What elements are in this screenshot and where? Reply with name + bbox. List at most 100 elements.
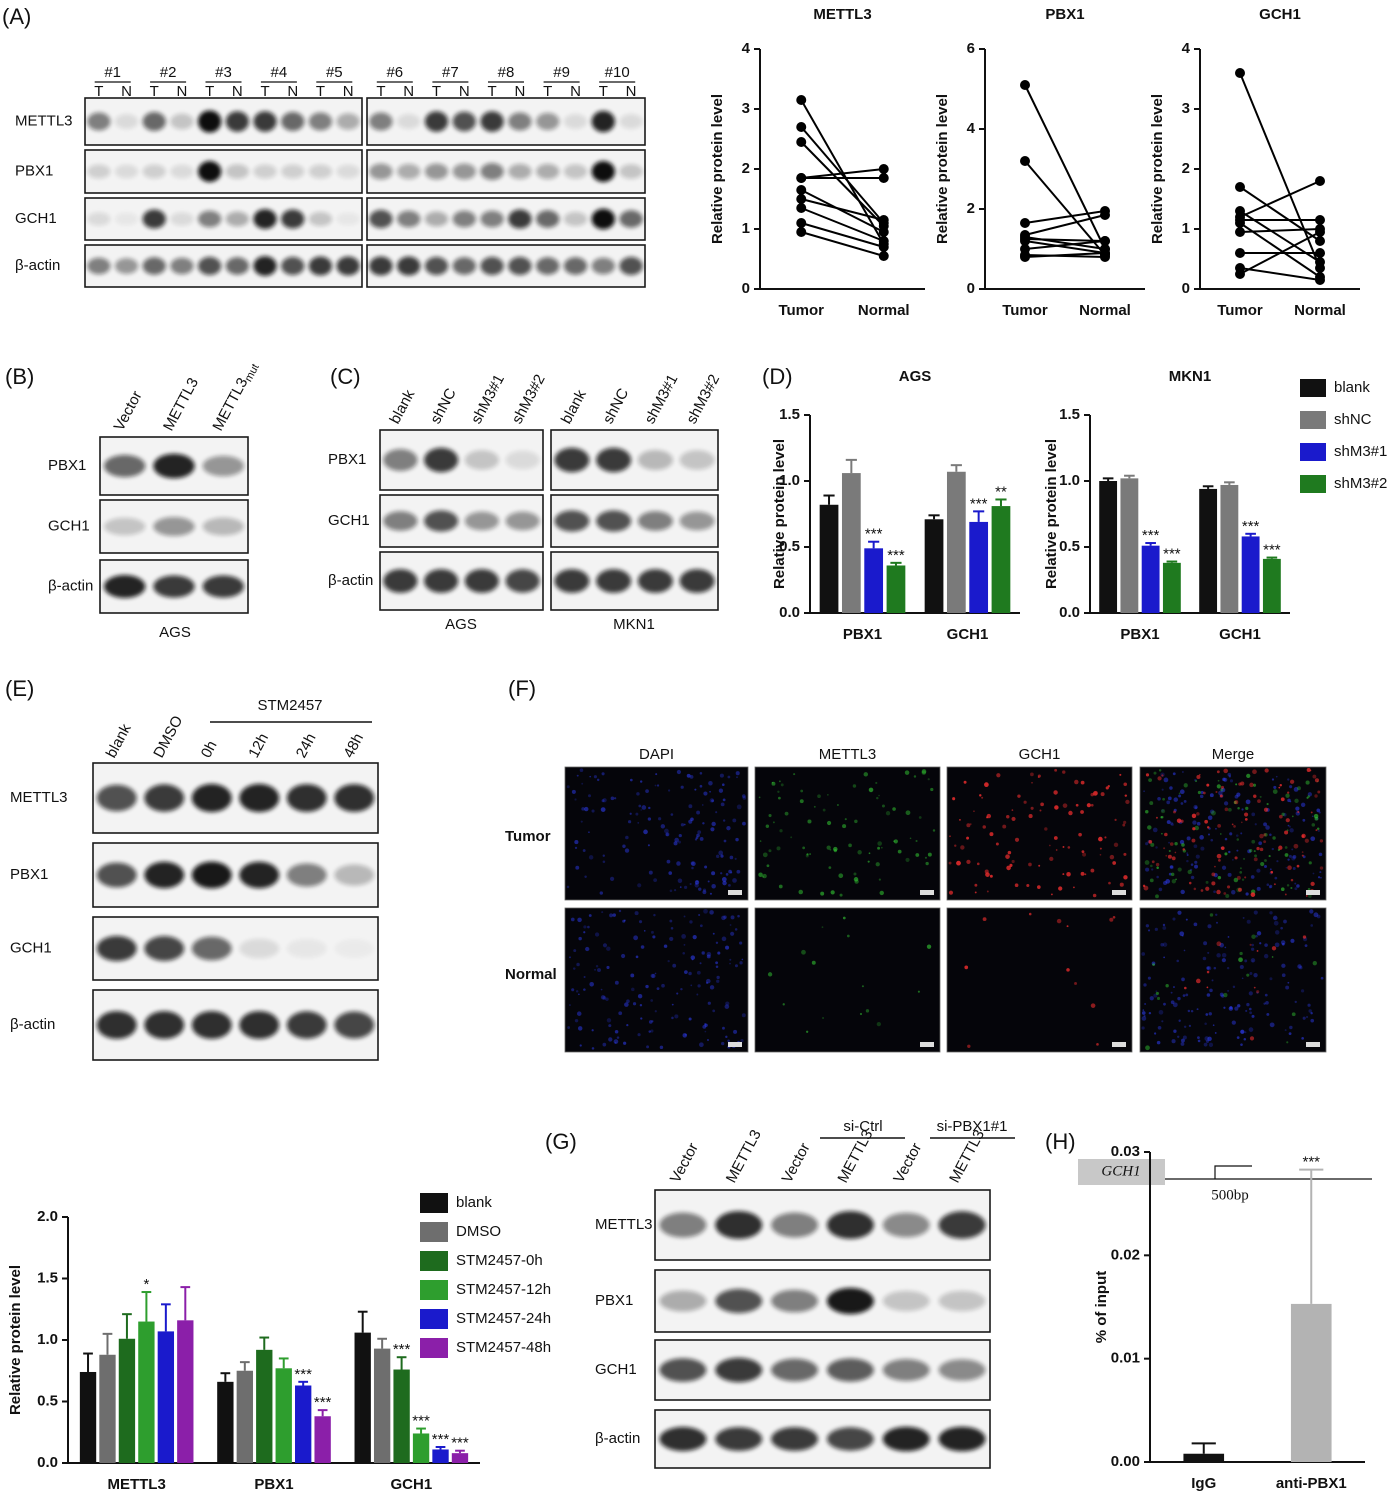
- fluorescence-signal: [1213, 966, 1217, 970]
- y-tick-label: 4: [742, 40, 751, 57]
- fluorescence-signal: [1082, 852, 1087, 857]
- lane-label: T: [432, 83, 441, 100]
- fluorescence-signal: [669, 919, 673, 923]
- blot-band: [938, 1359, 986, 1381]
- fluorescence-signal: [863, 772, 869, 777]
- blot-band: [554, 447, 590, 473]
- fluorescence-signal: [631, 987, 635, 992]
- blot-band: [87, 112, 111, 131]
- fluorescence-signal: [573, 949, 577, 953]
- fluorescence-signal: [829, 848, 832, 851]
- fluorescence-signal: [1249, 782, 1254, 788]
- fluorescence-signal: [1162, 797, 1165, 801]
- fluorescence-signal: [1264, 943, 1268, 947]
- fluorescence-signal: [580, 820, 583, 823]
- blot-band: [563, 164, 588, 179]
- sample-label: #8: [498, 64, 515, 81]
- fluorescence-signal: [1221, 994, 1225, 998]
- fluorescence-signal: [1054, 768, 1058, 772]
- fluorescence-signal: [1062, 873, 1065, 876]
- fluorescence-signal: [582, 849, 586, 852]
- fluorescence-signal: [699, 924, 703, 928]
- fluorescence-signal: [1196, 812, 1200, 816]
- fluorescence-signal: [1168, 841, 1171, 844]
- blot-band: [938, 1211, 986, 1239]
- fluorescence-signal: [1142, 1009, 1145, 1012]
- primer-mark: [1214, 1165, 1252, 1179]
- fluorescence-signal: [1294, 882, 1297, 885]
- fluorescence-signal: [616, 1036, 620, 1039]
- fluorescence-signal: [730, 931, 735, 936]
- bar: [354, 1332, 371, 1463]
- significance-label: ***: [393, 1341, 411, 1358]
- fluorescence-signal: [1249, 1036, 1255, 1041]
- fluorescence-signal: [694, 883, 699, 888]
- fluorescence-signal: [857, 850, 862, 855]
- fluorescence-signal: [1011, 816, 1016, 822]
- fluorescence-signal: [614, 1030, 619, 1034]
- y-tick-label: 1.0: [37, 1331, 58, 1348]
- blot-band: [383, 449, 418, 471]
- blot-band: [96, 862, 137, 888]
- fluorescence-signal: [1245, 1009, 1248, 1013]
- fluorescence-signal: [1176, 818, 1182, 823]
- blot-band: [170, 164, 194, 179]
- fluorescence-signal: [839, 893, 843, 897]
- fluorescence-signal: [1153, 771, 1157, 775]
- blot-band: [619, 164, 643, 179]
- significance-label: ***: [314, 1394, 332, 1411]
- blot-band: [563, 114, 588, 129]
- fluorescence-signal: [892, 807, 896, 811]
- fluorescence-signal: [1264, 859, 1267, 862]
- panel-label: (B): [5, 364, 34, 389]
- fluorescence-signal: [1280, 926, 1283, 930]
- fluorescence-signal: [1241, 977, 1244, 980]
- fluorescence-signal: [1259, 942, 1262, 945]
- x-tick-label: Normal: [1079, 302, 1131, 319]
- fluorescence-signal: [1099, 853, 1102, 856]
- fluorescence-signal: [1280, 797, 1285, 802]
- fluorescence-signal: [602, 798, 607, 803]
- fluorescence-signal: [1173, 797, 1179, 802]
- fluorescence-signal: [1224, 852, 1228, 856]
- fluorescence-signal: [1100, 792, 1105, 797]
- fluorescence-signal: [1278, 814, 1283, 819]
- fluorescence-signal: [720, 872, 723, 875]
- blot-band: [114, 258, 139, 274]
- fluorescence-signal: [1075, 803, 1079, 807]
- fluorescence-signal: [1237, 887, 1242, 892]
- fluorescence-signal: [1271, 778, 1275, 781]
- x-tick-label: PBX1: [254, 1476, 293, 1493]
- blot-band: [826, 1427, 874, 1451]
- fluorescence-signal: [1009, 863, 1013, 867]
- fluorescence-signal: [1252, 960, 1254, 962]
- error-bar: [1166, 560, 1178, 563]
- fluorescence-signal: [1166, 800, 1171, 805]
- fluorescence-signal: [1183, 799, 1187, 803]
- fluorescence-signal: [1169, 786, 1173, 790]
- blot-band: [281, 164, 305, 179]
- lane-label: N: [459, 83, 470, 100]
- y-tick-label: 3: [742, 100, 750, 117]
- fluorescence-signal: [1149, 996, 1154, 1001]
- bar: [79, 1371, 97, 1463]
- bar: [99, 1354, 116, 1463]
- blot-band: [715, 1427, 763, 1451]
- fluorescence-signal: [868, 787, 874, 793]
- blot-row-label: β-actin: [48, 577, 93, 594]
- blot-band: [253, 164, 277, 179]
- fluorescence-signal: [1311, 823, 1316, 827]
- paired-line: [800, 207, 885, 242]
- fluorescence-signal: [602, 860, 606, 864]
- fluorescence-signal: [1204, 1036, 1209, 1041]
- fluorescence-signal: [811, 960, 816, 965]
- fluorescence-signal: [1205, 880, 1209, 884]
- blot-band: [591, 161, 615, 182]
- fluorescence-signal: [742, 821, 746, 826]
- fluorescence-signal: [982, 825, 986, 829]
- fluorescence-signal: [648, 1030, 651, 1033]
- fluorescence-signal: [703, 791, 708, 796]
- fluorescence-signal: [645, 984, 649, 989]
- fluorescence-signal: [1288, 854, 1292, 858]
- fluorescence-signal: [1202, 791, 1206, 795]
